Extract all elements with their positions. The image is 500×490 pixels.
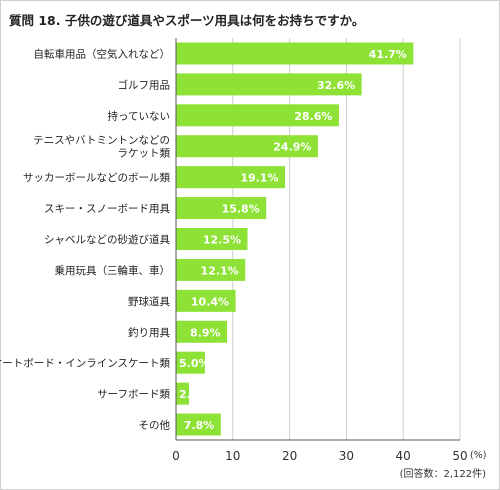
category-label: 持っていない <box>108 109 170 122</box>
x-tick-label: 0 <box>172 449 180 463</box>
value-label: 8.9% <box>190 326 221 339</box>
category-label: ゴルフ用品 <box>118 78 171 91</box>
category-label: 釣り用具 <box>128 326 170 339</box>
category-label: 自転車用品（空気入れなど） <box>34 47 171 60</box>
category-label: 野球道具 <box>128 295 170 308</box>
bar <box>176 197 267 220</box>
value-label: 10.4% <box>191 295 229 308</box>
value-label: 41.7% <box>369 48 407 61</box>
x-tick-label: 50 <box>452 449 467 463</box>
bar <box>176 42 414 65</box>
bar <box>176 413 221 436</box>
bar <box>176 104 339 127</box>
bar <box>176 289 236 312</box>
bar <box>176 73 362 96</box>
value-label: 12.1% <box>201 264 239 277</box>
category-label: サッカーボールなどのボール類 <box>23 172 170 184</box>
bar <box>176 228 248 250</box>
chart-title: 質問 18. 子供の遊び道具やスポーツ用具は何をお持ちですか。 <box>9 13 365 28</box>
category-label: スケートボード・インラインスケート類 <box>0 358 170 370</box>
category-label: スキー・スノーボード用具 <box>44 203 170 215</box>
bar <box>176 351 205 374</box>
value-label: 15.8% <box>222 203 260 216</box>
respondents-note: (回答数：2,122件) <box>400 467 487 480</box>
value-label: 7.8% <box>184 419 215 432</box>
bar <box>176 135 318 158</box>
value-label: 28.6% <box>294 110 332 123</box>
value-label: 32.6% <box>317 79 355 92</box>
x-tick-label: 10 <box>225 449 240 463</box>
bar <box>176 320 228 343</box>
category-label: 乗用玩具（三輪車、車） <box>55 264 171 277</box>
bar <box>176 166 285 189</box>
value-label: 5.0% <box>179 357 210 370</box>
value-label: 12.5% <box>203 234 241 247</box>
x-tick-label: 40 <box>396 449 411 463</box>
x-unit-label: (%) <box>470 450 486 461</box>
value-label: 24.9% <box>273 141 311 154</box>
category-label: シャベルなどの砂遊び道具 <box>44 233 170 246</box>
x-tick-label: 20 <box>282 449 297 463</box>
bar <box>176 382 189 405</box>
value-label: 19.1% <box>240 172 278 185</box>
value-label: 2.2% <box>179 388 210 401</box>
x-tick-label: 30 <box>339 449 354 463</box>
category-label: その他 <box>139 419 171 432</box>
category-label: サーフボード類 <box>97 389 170 401</box>
category-label: テニスやバトミントンなどのラケット類 <box>33 135 170 160</box>
bar <box>176 258 246 281</box>
